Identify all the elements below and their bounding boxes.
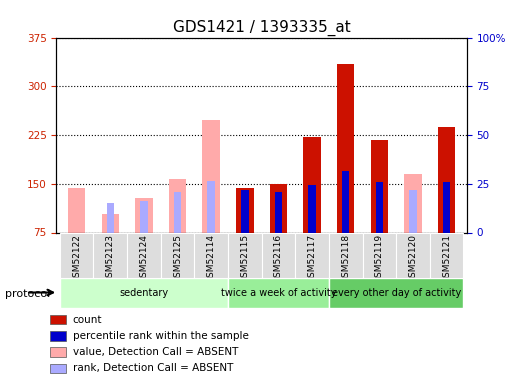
Text: GSM52115: GSM52115 (240, 234, 249, 283)
Text: GSM52123: GSM52123 (106, 234, 115, 283)
Text: GSM52119: GSM52119 (375, 234, 384, 283)
Text: sedentary: sedentary (120, 288, 168, 297)
Bar (370, 140, 388, 232)
Text: percentile rank within the sample: percentile rank within the sample (73, 331, 248, 341)
Bar (228, 232, 262, 278)
Bar (329, 232, 363, 278)
Bar (409, 190, 417, 232)
Bar (438, 126, 456, 232)
Text: value, Detection Call = ABSENT: value, Detection Call = ABSENT (73, 347, 238, 357)
Bar (107, 203, 114, 232)
Bar (396, 232, 430, 278)
Text: GSM52124: GSM52124 (140, 234, 148, 283)
Bar (60, 232, 93, 278)
Bar (140, 201, 148, 232)
Text: count: count (73, 315, 102, 325)
Bar (207, 180, 215, 232)
Bar (228, 278, 329, 308)
Text: twice a week of activity: twice a week of activity (221, 288, 336, 297)
Bar (194, 232, 228, 278)
Bar (50, 347, 66, 357)
Bar (430, 232, 463, 278)
Bar (102, 214, 119, 232)
Text: GSM52121: GSM52121 (442, 234, 451, 283)
Text: every other day of activity: every other day of activity (331, 288, 461, 297)
Bar (60, 278, 228, 308)
Bar (93, 232, 127, 278)
Bar (50, 363, 66, 373)
Text: GSM52120: GSM52120 (408, 234, 418, 283)
Text: GSM52118: GSM52118 (341, 234, 350, 283)
Bar (241, 190, 248, 232)
Bar (329, 278, 463, 308)
Bar (303, 137, 321, 232)
Text: protocol: protocol (5, 290, 50, 299)
Text: GSM52125: GSM52125 (173, 234, 182, 283)
Bar (376, 183, 383, 232)
Bar (236, 188, 253, 232)
Bar (270, 184, 287, 232)
Bar (342, 171, 349, 232)
Bar (135, 198, 153, 232)
Text: GSM52114: GSM52114 (207, 234, 215, 283)
Bar (443, 182, 450, 232)
Bar (363, 232, 396, 278)
Bar (169, 178, 186, 232)
Bar (295, 232, 329, 278)
Bar (174, 192, 181, 232)
Bar (275, 192, 282, 232)
Text: GSM52122: GSM52122 (72, 234, 81, 283)
Title: GDS1421 / 1393335_at: GDS1421 / 1393335_at (173, 20, 350, 36)
Text: GSM52117: GSM52117 (308, 234, 317, 283)
Bar (68, 188, 85, 232)
Text: rank, Detection Call = ABSENT: rank, Detection Call = ABSENT (73, 363, 233, 373)
Bar (308, 185, 316, 232)
Bar (161, 232, 194, 278)
Bar (404, 174, 422, 232)
Bar (337, 63, 354, 232)
Text: GSM52116: GSM52116 (274, 234, 283, 283)
Bar (50, 315, 66, 324)
Bar (203, 120, 220, 232)
Bar (262, 232, 295, 278)
Bar (127, 232, 161, 278)
Bar (50, 331, 66, 340)
